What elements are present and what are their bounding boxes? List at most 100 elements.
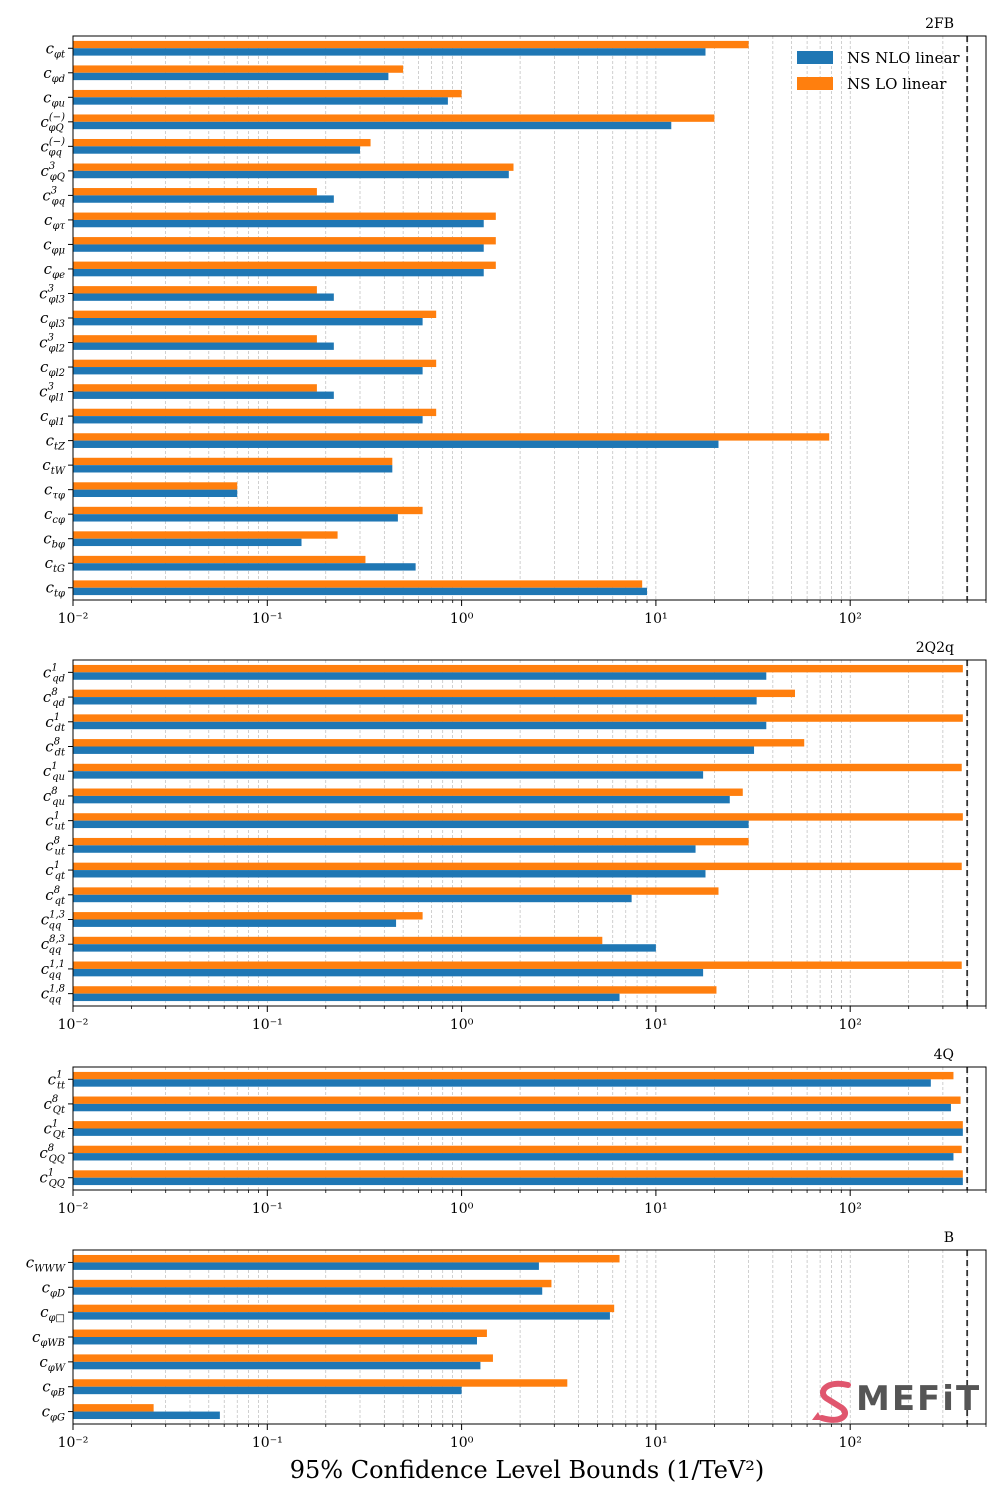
category-label: c3 φl1 (39, 382, 65, 404)
bar-nlo (73, 746, 755, 754)
bar-lo (73, 89, 462, 98)
bar-lo (73, 65, 404, 73)
bar-nlo (73, 968, 704, 977)
category-label: c1 dt (45, 712, 66, 734)
bar-lo (73, 961, 962, 969)
x-tick-label: 10⁻² (58, 1435, 89, 1451)
category-label: c3 φQ (41, 161, 65, 183)
bar-nlo (73, 1079, 931, 1087)
axes-frame (72, 1249, 987, 1425)
category-label: c1 qt (45, 860, 66, 882)
logo-s-mark-icon (812, 1380, 851, 1423)
category-label: ccφ (44, 505, 65, 526)
bar-lo (73, 763, 962, 772)
bar-lo (73, 1304, 615, 1313)
bar-nlo (73, 538, 302, 547)
bar-nlo (73, 820, 749, 829)
category-label: cφWB (32, 1328, 65, 1349)
x-tick-label: 10⁻¹ (252, 611, 283, 627)
x-tick-label: 10⁻¹ (252, 1435, 283, 1451)
bar-lo (73, 1170, 963, 1178)
x-tick-label: 10⁰ (450, 611, 474, 627)
x-tick-label: 10⁻² (58, 1017, 89, 1033)
x-tick-label: 10⁻² (58, 611, 89, 627)
bar-nlo (73, 845, 696, 853)
panel-title: 2Q2q (916, 640, 954, 656)
category-label: c8 QQ (39, 1143, 65, 1165)
bar-nlo (73, 195, 334, 203)
category-label: c3 φq (42, 185, 65, 207)
bar-lo (73, 359, 437, 368)
bar-nlo (73, 771, 704, 779)
bar-nlo (73, 219, 484, 228)
x-tick-label: 10¹ (644, 1201, 667, 1217)
bar-nlo (73, 318, 423, 326)
legend-label-nlo: NS NLO linear (847, 49, 960, 67)
category-label: ctW (42, 456, 65, 477)
bar-nlo (73, 244, 484, 252)
bar-lo (73, 887, 719, 895)
logo-wordmark: MEFiT (856, 1379, 981, 1419)
axes-frame (72, 659, 987, 1007)
category-label: cφt (46, 39, 66, 60)
bar-lo (73, 1071, 954, 1080)
bar-lo (73, 1379, 568, 1387)
category-label: c1,3 qq (41, 910, 65, 932)
x-axis-label: 95% Confidence Level Bounds (1/TeV²) (290, 1456, 764, 1484)
category-label: c(−) φQ (40, 112, 65, 134)
bar-nlo (73, 1128, 963, 1136)
bar-nlo (73, 146, 361, 154)
category-label: cφ□ (40, 1303, 65, 1324)
category-label: cφD (42, 1278, 65, 1299)
x-tick-label: 10¹ (644, 1435, 667, 1451)
category-label: c1,8 qq (41, 984, 65, 1006)
bar-nlo (73, 48, 706, 56)
mefit-logo: MEFiT (812, 1379, 981, 1423)
bar-nlo (73, 1386, 462, 1395)
category-label: c8 qd (43, 687, 65, 709)
category-label: cφτ (44, 211, 65, 232)
bar-lo (73, 739, 805, 747)
bar-lo (73, 714, 963, 722)
category-label: c1 qu (43, 761, 65, 783)
bar-nlo (73, 465, 393, 473)
category-label: cτφ (44, 481, 65, 502)
bar-lo (73, 689, 796, 698)
bar-lo (73, 986, 717, 994)
bar-lo (73, 433, 830, 441)
category-label: c8 Qt (44, 1094, 66, 1116)
bar-lo (73, 310, 437, 318)
bar-lo (73, 212, 496, 220)
category-label: cφW (39, 1353, 65, 1374)
category-label: cφμ (43, 235, 65, 256)
bar-nlo (73, 268, 484, 277)
x-tick-label: 10² (838, 1435, 861, 1451)
category-label: ctG (45, 554, 65, 575)
category-label: c8,3 qq (41, 934, 65, 956)
bar-lo (73, 138, 371, 147)
category-label: c(−) φq (40, 136, 65, 158)
bar-lo (73, 788, 743, 796)
bar-nlo (73, 1103, 951, 1112)
bar-nlo (73, 587, 648, 596)
bar-nlo (73, 1262, 539, 1270)
bar-lo (73, 1329, 487, 1337)
bar-lo (73, 837, 749, 846)
bar-nlo (73, 1177, 963, 1186)
bar-lo (73, 1404, 154, 1412)
bar-nlo (73, 342, 334, 350)
category-label: cφu (43, 88, 65, 109)
bar-nlo (73, 1287, 543, 1295)
axes-frame (72, 1066, 987, 1191)
category-label: c3 φl2 (39, 333, 65, 355)
bar-nlo (73, 894, 632, 903)
bar-lo (73, 457, 393, 466)
bar-lo (73, 506, 423, 515)
bar-lo (73, 1254, 620, 1263)
category-label: c1 ut (45, 811, 66, 833)
category-label: c1 Qt (44, 1119, 66, 1141)
bar-lo (73, 1121, 963, 1129)
